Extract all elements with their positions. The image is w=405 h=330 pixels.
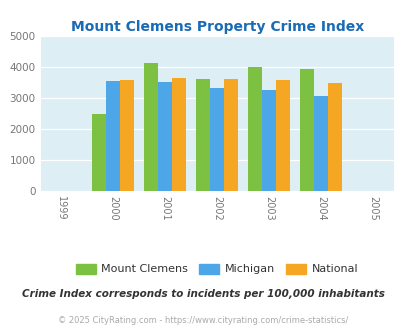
Bar bbox=[299, 70, 313, 191]
Bar bbox=[313, 96, 327, 191]
Bar bbox=[196, 79, 210, 191]
Bar bbox=[275, 80, 290, 191]
Bar bbox=[144, 63, 158, 191]
Bar bbox=[262, 90, 275, 191]
Bar bbox=[106, 81, 120, 191]
Bar bbox=[210, 88, 224, 191]
Bar bbox=[92, 114, 106, 191]
Bar bbox=[327, 83, 341, 191]
Bar bbox=[247, 67, 262, 191]
Text: Crime Index corresponds to incidents per 100,000 inhabitants: Crime Index corresponds to incidents per… bbox=[21, 289, 384, 299]
Text: © 2025 CityRating.com - https://www.cityrating.com/crime-statistics/: © 2025 CityRating.com - https://www.city… bbox=[58, 316, 347, 325]
Legend: Mount Clemens, Michigan, National: Mount Clemens, Michigan, National bbox=[71, 259, 362, 279]
Bar bbox=[120, 80, 134, 191]
Bar bbox=[224, 79, 238, 191]
Title: Mount Clemens Property Crime Index: Mount Clemens Property Crime Index bbox=[70, 20, 363, 34]
Bar bbox=[158, 82, 172, 191]
Bar bbox=[172, 78, 186, 191]
